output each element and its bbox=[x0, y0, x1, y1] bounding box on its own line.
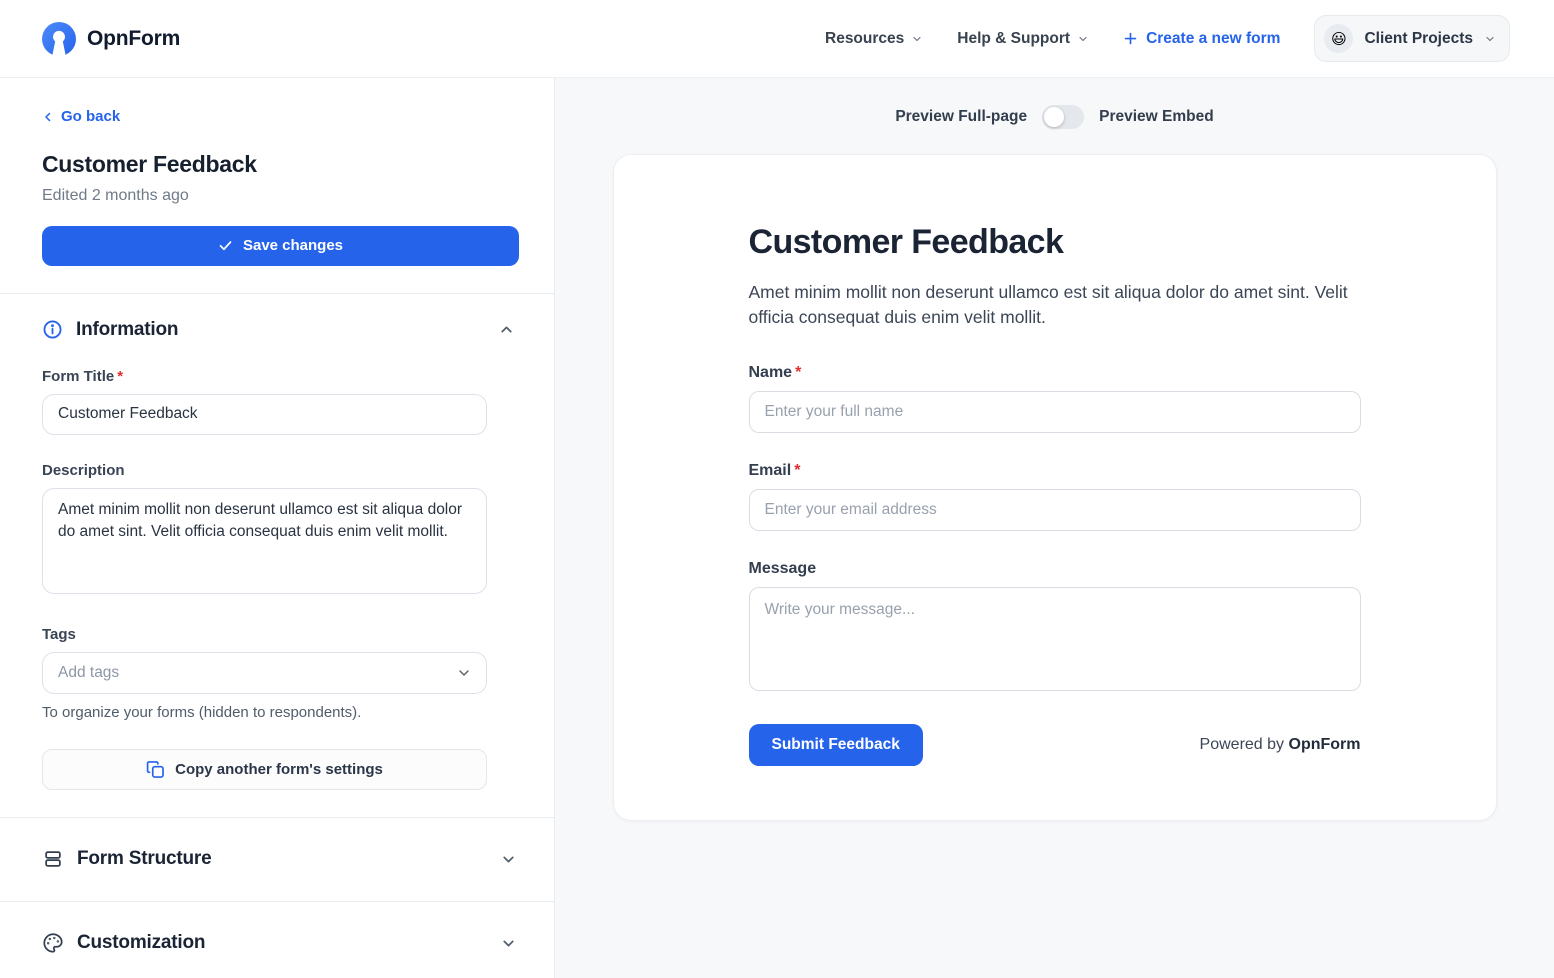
chevron-down-icon bbox=[1484, 33, 1496, 45]
chevron-up-icon[interactable] bbox=[496, 319, 517, 340]
palette-icon bbox=[42, 932, 64, 954]
tags-help-text: To organize your forms (hidden to respon… bbox=[42, 703, 362, 721]
check-icon bbox=[218, 238, 233, 253]
form-preview-card: Customer Feedback Amet minim mollit non … bbox=[612, 154, 1497, 821]
preview-full-page-label: Preview Full-page bbox=[895, 108, 1028, 125]
information-section-header[interactable]: Information bbox=[42, 319, 517, 341]
chevron-left-icon bbox=[42, 111, 54, 123]
info-circle-icon bbox=[42, 319, 63, 340]
tags-select[interactable]: Add tags bbox=[42, 651, 487, 694]
section-title: Information bbox=[76, 318, 179, 340]
nav-help-support[interactable]: Help & Support bbox=[957, 30, 1089, 48]
copy-icon bbox=[146, 760, 165, 779]
divider bbox=[0, 816, 554, 818]
preview-mode-row: Preview Full-page Preview Embed bbox=[555, 105, 1554, 129]
description-textarea[interactable]: Amet minim mollit non deserunt ullamco e… bbox=[42, 487, 487, 594]
chevron-down-icon bbox=[911, 33, 923, 45]
email-field-label: Email * bbox=[748, 462, 801, 480]
section-customization[interactable]: Customization bbox=[0, 902, 554, 978]
chevron-down-icon bbox=[1077, 33, 1089, 45]
chevron-down-icon bbox=[456, 665, 472, 681]
preview-card-footer: Submit Feedback Powered by OpnForm bbox=[748, 724, 1361, 767]
rows-icon bbox=[42, 848, 64, 870]
form-name-heading: Customer Feedback bbox=[42, 150, 257, 177]
opnform-logo-icon bbox=[42, 21, 76, 56]
description-label: Description bbox=[42, 461, 125, 479]
submit-feedback-button[interactable]: Submit Feedback bbox=[748, 724, 923, 767]
top-navbar: OpnForm Resources Help & Support Create … bbox=[0, 0, 1554, 78]
chevron-down-icon bbox=[500, 935, 517, 952]
preview-mode-toggle[interactable] bbox=[1042, 105, 1085, 129]
last-edited-text: Edited 2 months ago bbox=[42, 186, 189, 204]
name-input[interactable] bbox=[748, 391, 1361, 434]
powered-by-brand: OpnForm bbox=[1288, 736, 1361, 754]
preview-form-title: Customer Feedback bbox=[748, 223, 1064, 261]
go-back-link[interactable]: Go back bbox=[42, 108, 120, 125]
preview-area: Preview Full-page Preview Embed Customer… bbox=[555, 78, 1554, 978]
brand[interactable]: OpnForm bbox=[42, 21, 181, 56]
copy-form-settings-button[interactable]: Copy another form's settings bbox=[42, 748, 487, 790]
workspace-selector[interactable]: 😃 Client Projects bbox=[1314, 15, 1510, 62]
required-asterisk: * bbox=[117, 367, 124, 385]
create-new-form-button[interactable]: Create a new form bbox=[1123, 30, 1280, 48]
workspace-name: Client Projects bbox=[1364, 29, 1473, 47]
divider bbox=[0, 900, 554, 902]
preview-embed-label: Preview Embed bbox=[1099, 108, 1214, 125]
tags-placeholder: Add tags bbox=[58, 663, 120, 681]
toggle-knob bbox=[1044, 107, 1065, 127]
message-textarea[interactable] bbox=[748, 587, 1361, 692]
powered-by-text: Powered by OpnForm bbox=[1199, 736, 1361, 754]
form-title-input[interactable] bbox=[42, 393, 487, 435]
top-nav-links: Resources Help & Support Create a new fo… bbox=[825, 15, 1510, 62]
email-input[interactable] bbox=[748, 489, 1361, 532]
brand-name: OpnForm bbox=[87, 26, 181, 50]
message-field-label: Message bbox=[748, 560, 817, 578]
form-title-label: Form Title * bbox=[42, 367, 124, 385]
chevron-down-icon bbox=[500, 851, 517, 868]
section-title: Form Structure bbox=[77, 848, 212, 869]
tags-label: Tags bbox=[42, 625, 76, 643]
plus-icon bbox=[1123, 31, 1138, 46]
required-asterisk: * bbox=[794, 462, 801, 480]
workspace-avatar: 😃 bbox=[1324, 24, 1354, 53]
divider bbox=[0, 292, 554, 294]
nav-resources[interactable]: Resources bbox=[825, 30, 923, 48]
name-field-label: Name * bbox=[748, 364, 802, 382]
section-form-structure[interactable]: Form Structure bbox=[0, 818, 554, 901]
information-section: Information Form Title* Description Amet… bbox=[0, 319, 554, 790]
section-title: Customization bbox=[77, 932, 206, 953]
form-settings-sidebar: Go back Customer Feedback Edited 2 month… bbox=[0, 78, 555, 978]
required-asterisk: * bbox=[795, 364, 802, 382]
save-changes-button[interactable]: Save changes bbox=[42, 225, 519, 266]
preview-form-description: Amet minim mollit non deserunt ullamco e… bbox=[748, 282, 1348, 328]
